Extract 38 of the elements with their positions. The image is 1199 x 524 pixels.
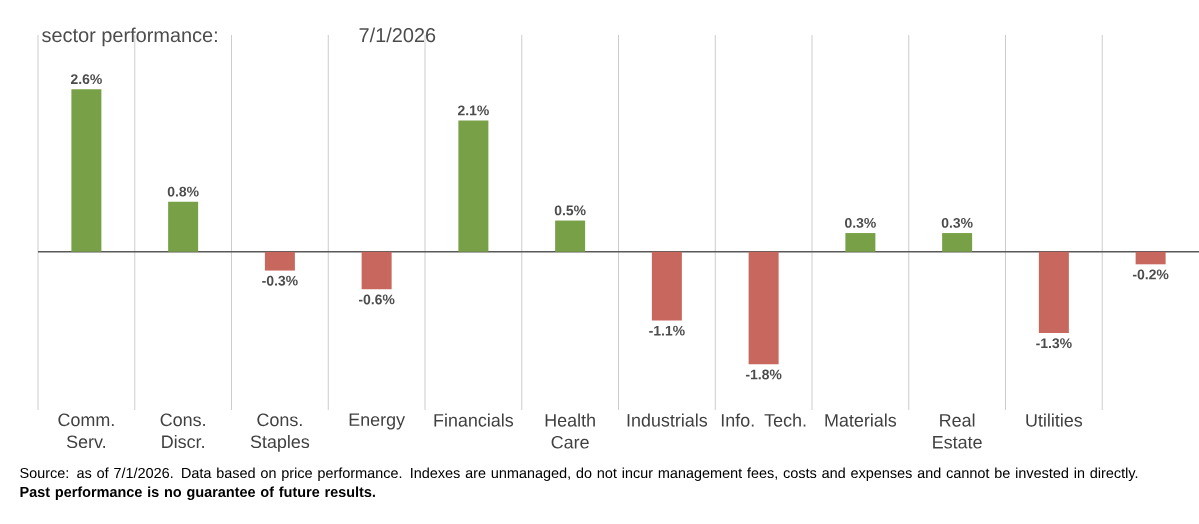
bar (845, 233, 876, 252)
bar (458, 120, 489, 252)
data-label: -0.2% (1132, 269, 1169, 280)
bar (555, 220, 586, 252)
data-label: -0.3% (262, 275, 298, 286)
bar (264, 251, 295, 271)
bar (942, 233, 973, 252)
x-tick-label: Real Estate (933, 413, 982, 449)
data-label: 0.3% (941, 217, 973, 228)
x-tick-label: Financials (434, 413, 514, 427)
bar (361, 251, 392, 290)
x-tick-label: Cons. Staples (250, 413, 310, 452)
x-tick-label: Comm. Serv. (58, 413, 114, 449)
chart-subtitle: 7/1/2026 (359, 27, 436, 43)
data-label: -1.8% (745, 369, 782, 380)
data-label: 2.6% (70, 74, 102, 85)
bar (168, 201, 199, 252)
bar (1135, 251, 1166, 265)
chart-title: sector performance: (42, 27, 217, 47)
x-tick-label: Health Care (545, 413, 595, 449)
data-label: 0.5% (554, 205, 586, 216)
data-label: 0.3% (845, 217, 876, 228)
bar (748, 251, 779, 365)
data-label: 2.1% (457, 105, 489, 116)
x-tick-label: Industrials (627, 413, 708, 427)
bar (1038, 251, 1069, 334)
x-tick-label: Materials (825, 413, 897, 427)
x-tick-label: Info. Tech. (721, 413, 806, 427)
data-label: -0.6% (358, 294, 395, 305)
bar (71, 89, 102, 252)
bar (651, 251, 682, 321)
data-label: -1.1% (649, 325, 685, 336)
data-label: -1.3% (1036, 338, 1072, 349)
source-note: Source: as of 7/1/2026. Data based on price performance. Indexes are unmanaged, do not incur management fees, costs and expenses and cannot be invested in directly. Past performance is no guarantee of future results. (20, 467, 1138, 500)
x-tick-label: Energy (349, 413, 405, 430)
x-tick-label: Utilities (1026, 413, 1083, 427)
data-label: 0.8% (167, 186, 199, 197)
x-tick-label: Cons. Discr. (160, 413, 205, 449)
